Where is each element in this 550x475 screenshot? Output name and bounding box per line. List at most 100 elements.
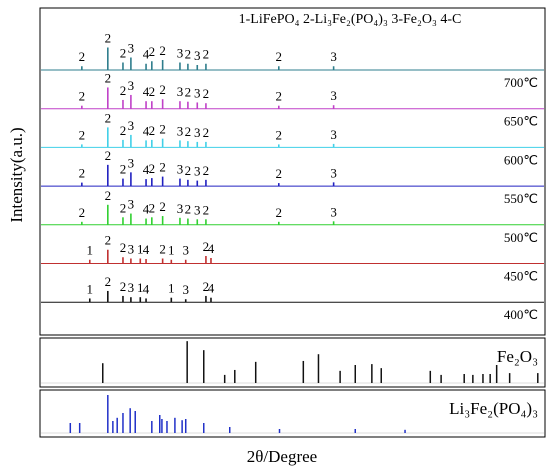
peak-label: 3	[128, 241, 135, 256]
peak-label: 1	[168, 281, 175, 296]
peak-label: 4	[208, 241, 215, 256]
peak-label: 3	[330, 88, 337, 103]
temperature-label: 550℃	[504, 191, 538, 206]
peak-label: 2	[276, 127, 283, 142]
peak-label: 3	[194, 202, 201, 217]
peak-label: 2	[159, 199, 166, 214]
peak-label: 2	[120, 200, 127, 215]
peak-label: 2	[120, 83, 127, 98]
peak-label: 2	[203, 239, 210, 254]
peak-label: 4	[143, 162, 150, 177]
peak-label: 2	[149, 200, 156, 215]
peak-label: 1	[87, 243, 94, 258]
peak-label: 3	[128, 155, 135, 170]
peak-label: 3	[128, 78, 135, 93]
peak-label: 2	[276, 89, 283, 104]
peak-label: 1	[137, 280, 144, 295]
peak-label: 3	[182, 282, 189, 297]
peak-label: 3	[177, 45, 184, 60]
peak-label: 2	[105, 188, 112, 203]
peak-label: 2	[185, 163, 192, 178]
peak-label: 2	[79, 205, 86, 220]
peak-label: 2	[203, 47, 210, 62]
peak-label: 2	[159, 122, 166, 137]
peak-label: 2	[276, 205, 283, 220]
peak-label: 3	[330, 204, 337, 219]
peak-label: 2	[120, 279, 127, 294]
peak-label: 2	[159, 82, 166, 97]
peak-label: 3	[330, 165, 337, 180]
peak-label: 4	[143, 47, 150, 62]
peak-label: 2	[105, 70, 112, 85]
peak-label: 2	[185, 47, 192, 62]
panel-frame	[39, 389, 546, 438]
peak-label: 2	[120, 45, 127, 60]
peak-label: 4	[208, 281, 215, 296]
peak-label: 3	[330, 49, 337, 64]
peak-label: 2	[185, 85, 192, 100]
x-axis-label: 2θ/Degree	[247, 447, 317, 466]
peak-label: 2	[276, 49, 283, 64]
peak-label: 2	[159, 160, 166, 175]
peak-label: 3	[128, 197, 135, 212]
peak-label: 2	[79, 127, 86, 142]
peak-label: 2	[149, 161, 156, 176]
peak-label: 2	[159, 241, 166, 256]
peak-label: 3	[330, 127, 337, 142]
peak-label: 2	[120, 162, 127, 177]
reference-label: Fe₂O₃	[497, 347, 538, 366]
peak-label: 2	[203, 202, 210, 217]
peak-label: 2	[149, 84, 156, 99]
peak-label: 2	[79, 166, 86, 181]
peak-label: 2	[105, 148, 112, 163]
peak-label: 2	[203, 279, 210, 294]
peak-label: 1	[168, 243, 175, 258]
peak-label: 2	[185, 202, 192, 217]
peak-label: 2	[203, 125, 210, 140]
phase-legend: 1-LiFePO₄ 2-Li₃Fe₂(PO₄)₃ 3-Fe₂O₃ 4-C	[239, 12, 462, 27]
peak-label: 2	[120, 240, 127, 255]
peak-label: 1	[137, 241, 144, 256]
peak-label: 3	[194, 85, 201, 100]
peak-label: 2	[79, 89, 86, 104]
peak-label: 2	[105, 110, 112, 125]
peak-label: 3	[194, 164, 201, 179]
peak-label: 3	[177, 84, 184, 99]
peak-label: 2	[185, 124, 192, 139]
temperature-label: 650℃	[504, 114, 538, 129]
peak-label: 3	[128, 118, 135, 133]
peak-label: 4	[143, 123, 150, 138]
peak-label: 2	[105, 274, 112, 289]
peak-label: 3	[182, 243, 189, 258]
temperature-label: 600℃	[504, 152, 538, 167]
peak-label: 2	[159, 43, 166, 58]
peak-label: 3	[194, 48, 201, 63]
panel-frame	[39, 337, 546, 388]
peak-label: 4	[143, 242, 150, 257]
peak-label: 2	[203, 86, 210, 101]
peak-label: 2	[105, 30, 112, 45]
peak-label: 4	[143, 84, 150, 99]
peak-label: 2	[149, 123, 156, 138]
peak-label: 3	[177, 123, 184, 138]
peak-label: 2	[105, 233, 112, 248]
peak-label: 2	[79, 49, 86, 64]
peak-label: 3	[194, 125, 201, 140]
peak-label: 2	[276, 166, 283, 181]
temperature-label: 700℃	[504, 75, 538, 90]
peak-label: 3	[128, 280, 135, 295]
y-axis-label: Intensity(a.u.)	[7, 127, 26, 222]
temperature-label: 400℃	[504, 307, 538, 322]
peak-label: 1	[87, 281, 94, 296]
peak-label: 2	[149, 44, 156, 59]
peak-label: 4	[143, 281, 150, 296]
peak-label: 3	[177, 162, 184, 177]
peak-label: 4	[143, 202, 150, 217]
peak-label: 2	[203, 163, 210, 178]
peak-label: 2	[120, 123, 127, 138]
temperature-label: 500℃	[504, 230, 538, 245]
peak-label: 3	[177, 201, 184, 216]
panel-frame	[39, 7, 546, 336]
reference-label: Li₃Fe₂(PO₄)₃	[449, 399, 538, 418]
